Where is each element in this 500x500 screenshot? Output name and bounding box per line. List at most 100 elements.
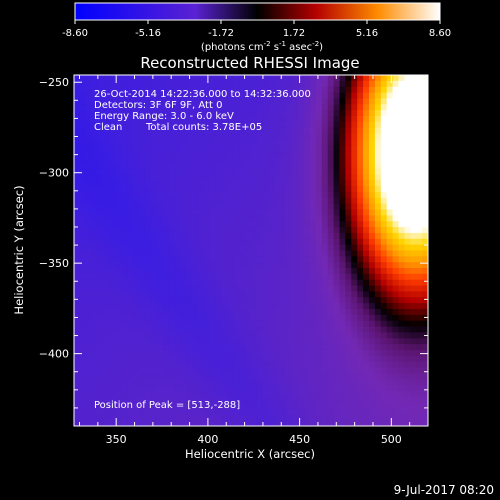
heatmap-cell [380,349,388,357]
heatmap-cell [245,168,252,176]
heatmap-cell [298,98,305,105]
heatmap-cell [209,174,217,181]
heatmap-cell [168,250,175,257]
heatmap-cell [180,86,187,94]
heatmap-cell [386,156,394,164]
heatmap-cell [345,344,352,351]
heatmap-cell [162,250,169,257]
heatmap-cell [262,262,270,269]
heatmap-cell [274,361,282,369]
heatmap-cell [339,75,346,82]
heatmap-cell [121,139,128,146]
heatmap-cell [127,367,134,374]
heatmap-cell [398,349,405,357]
heatmap-cell [209,151,217,158]
heatmap-cell [339,420,346,426]
heatmap-cell [209,110,217,117]
heatmap-cell [180,238,187,246]
heatmap-cell [138,273,146,281]
heatmap-cell [345,86,352,94]
heatmap-cell [310,256,317,263]
heatmap-cell [74,110,81,117]
heatmap-cell [197,192,205,199]
heatmap-cell [144,115,152,123]
heatmap-cell [162,92,169,99]
heatmap-cell [315,385,323,392]
heatmap-cell [392,355,400,363]
heatmap-cell [162,379,169,386]
heatmap-cell [251,385,258,392]
heatmap-cell [386,86,394,94]
heatmap-cell [103,186,110,193]
heatmap-cell [286,80,293,88]
heatmap-cell [351,151,358,158]
heatmap-cell [162,373,169,380]
heatmap-cell [310,151,317,158]
heatmap-cell [286,186,293,193]
heatmap-cell [380,215,388,222]
heatmap-cell [333,414,341,421]
heatmap-cell [345,92,352,99]
heatmap-cell [333,174,341,181]
heatmap-cell [321,273,329,281]
heatmap-cell [150,385,158,392]
heatmap-cell [79,227,87,234]
heatmap-cell [245,390,252,398]
heatmap-cell [168,156,175,164]
heatmap-cell [345,256,352,263]
heatmap-cell [251,92,258,99]
heatmap-cell [85,203,93,211]
heatmap-cell [386,390,394,398]
heatmap-cell [321,209,329,216]
heatmap-cell [221,192,228,199]
heatmap-cell [156,180,164,187]
heatmap-cell [351,344,358,351]
heatmap-cell [286,268,293,275]
heatmap-cell [404,174,411,181]
heatmap-cell [168,203,175,211]
heatmap-cell [197,168,205,176]
heatmap-cell [262,104,270,111]
heatmap-cell [168,98,175,105]
heatmap-cell [292,262,299,269]
heatmap-cell [262,279,270,287]
heatmap-cell [274,344,282,351]
heatmap-cell [239,197,246,205]
heatmap-cell [103,373,110,380]
heatmap-cell [127,379,134,386]
heatmap-cell [398,151,405,158]
heatmap-cell [180,367,187,374]
heatmap-cell [251,414,258,421]
heatmap-cell [404,75,411,82]
heatmap-cell [268,227,276,234]
heatmap-cell [416,232,423,240]
heatmap-cell [369,279,376,287]
heatmap-cell [422,145,428,152]
heatmap-cell [262,367,270,374]
heatmap-cell [156,98,164,105]
heatmap-cell [215,297,223,304]
heatmap-cell [109,349,116,357]
heatmap-cell [109,186,116,193]
heatmap-cell [256,385,264,392]
heatmap-cell [245,373,252,380]
heatmap-cell [209,314,217,322]
heatmap-cell [351,145,358,152]
heatmap-cell [180,156,187,164]
heatmap-cell [221,98,228,105]
heatmap-cell [221,203,228,211]
heatmap-cell [133,238,140,246]
heatmap-cell [233,408,240,415]
heatmap-cell [315,396,323,404]
heatmap-cell [268,180,276,187]
heatmap-cell [74,285,81,293]
heatmap-cell [345,192,352,199]
heatmap-cell [74,227,81,234]
heatmap-cell [274,145,282,152]
heatmap-cell [280,110,287,117]
heatmap-cell [369,110,376,117]
heatmap-cell [369,367,376,374]
heatmap-cell [115,186,122,193]
heatmap-cell [97,203,105,211]
heatmap-cell [386,385,394,392]
